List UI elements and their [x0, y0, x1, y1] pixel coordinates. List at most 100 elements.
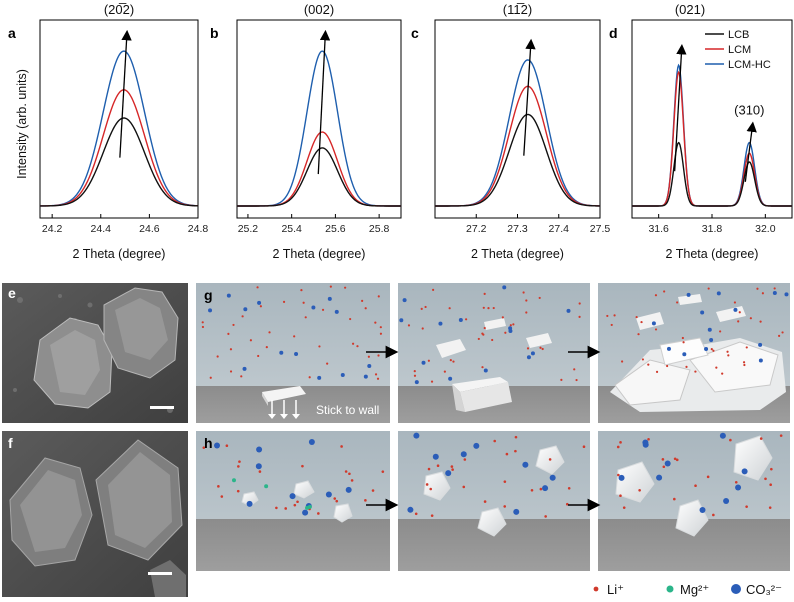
co3-ion	[526, 355, 531, 360]
y-axis-label: Intensity (arb. units)	[15, 69, 29, 179]
li-ion	[364, 307, 367, 310]
li-ion	[481, 366, 484, 369]
co3-ion	[308, 438, 315, 445]
li-ion	[296, 500, 299, 504]
li-ion	[673, 457, 677, 461]
co3-ion	[414, 380, 419, 385]
panel-label-a: a	[8, 25, 16, 41]
li-ion	[539, 346, 542, 349]
co3-ion	[735, 484, 742, 491]
li-ion	[256, 286, 259, 289]
legend-label: LCM-HC	[728, 59, 771, 71]
co3-ion	[508, 328, 513, 333]
co3-ion	[741, 468, 748, 475]
series-line-lcb	[39, 117, 199, 207]
li-ion	[719, 330, 722, 333]
co3-ion	[664, 460, 671, 467]
li-legend-dot	[593, 586, 599, 592]
trend-arrow	[317, 29, 331, 175]
li-ion	[321, 308, 325, 311]
panel-label-c: c	[411, 25, 419, 41]
li-ion	[734, 480, 738, 484]
li-ion	[430, 514, 434, 517]
li-ion	[770, 467, 773, 471]
li-ion	[344, 286, 347, 289]
co3-ion	[719, 432, 726, 439]
li-ion	[436, 464, 440, 468]
li-ion	[715, 366, 718, 369]
li-ion	[773, 287, 776, 290]
chart-panel-a: 24.2 24.4 24.6 24.8 2 Theta (degree) (20̅2)	[39, 2, 208, 261]
li-ion	[351, 342, 355, 345]
li-ion	[318, 345, 321, 348]
x-axis-label: 2 Theta (degree)	[666, 247, 759, 261]
x-tick-label: 27.4	[549, 223, 570, 235]
li-ion	[329, 285, 332, 288]
li-ion	[712, 349, 715, 352]
plot-frame	[236, 19, 402, 219]
li-ion	[733, 301, 737, 304]
li-ion	[421, 327, 424, 330]
li-ion	[512, 323, 515, 326]
li-ion	[503, 480, 507, 483]
co3-ion	[256, 446, 263, 453]
x-tick-label: 25.8	[369, 223, 390, 235]
li-ion	[685, 365, 688, 368]
peak-label: (002)	[304, 2, 334, 17]
co3-ion	[246, 500, 253, 507]
xrd-charts: 24.2 24.4 24.6 24.8 2 Theta (degree) (20̅2) 25…	[39, 2, 793, 261]
x-tick-label: 27.3	[507, 223, 528, 235]
series-line-lcm-hc	[39, 50, 199, 207]
panel-label-e: e	[8, 285, 16, 301]
co3-ion	[243, 307, 248, 312]
co3-ion	[208, 308, 213, 313]
chart-panel-b: 25.2 25.4 25.6 25.82 Theta (degree) (002)	[236, 2, 402, 261]
co3-ion	[772, 291, 777, 296]
co3-legend-label: CO₃²⁻	[746, 582, 782, 597]
co3-ion	[699, 506, 706, 513]
li-ion	[675, 458, 679, 462]
li-ion	[237, 465, 240, 468]
x-tick-label: 24.6	[139, 223, 160, 235]
co3-ion	[413, 432, 420, 439]
li-ion	[348, 472, 351, 476]
li-ion	[333, 497, 337, 500]
x-axis-label: 2 Theta (degree)	[273, 247, 366, 261]
co3-ion	[311, 305, 316, 310]
li-ion	[526, 347, 530, 350]
chart-panel-d: 31.6 31.8 32.0 2 Theta (degree) (021) (310) LC…	[631, 2, 793, 261]
li-ion	[374, 321, 377, 324]
li-ion	[606, 314, 609, 318]
series-line-lcb	[435, 113, 601, 207]
li-ion	[443, 370, 446, 373]
co3-ion	[458, 318, 463, 323]
legend-label: LCB	[728, 29, 749, 41]
co3-ion	[473, 442, 480, 449]
li-ion	[662, 465, 666, 469]
li-ion	[661, 458, 665, 461]
li-ion	[257, 354, 260, 358]
li-ion	[477, 337, 480, 341]
co3-ion	[758, 358, 763, 363]
co3-ion	[502, 285, 507, 290]
li-ion	[349, 317, 352, 321]
schematic-g: Stick to wall	[196, 283, 790, 423]
li-ion	[293, 335, 296, 338]
trend-arrow	[119, 29, 132, 158]
li-ion	[413, 370, 416, 373]
co3-ion	[317, 375, 322, 380]
li-ion	[427, 359, 430, 362]
li-ion	[487, 307, 490, 310]
co3-ion	[438, 321, 443, 326]
li-ion	[293, 503, 297, 507]
li-ion	[364, 499, 367, 502]
li-ion	[302, 301, 305, 304]
li-ion	[610, 323, 613, 327]
li-ion	[483, 326, 486, 330]
li-ion	[619, 494, 622, 497]
x-tick-label: 25.2	[238, 223, 259, 235]
li-ion	[666, 364, 669, 368]
trend-arrow	[674, 44, 687, 172]
x-tick-label: 31.6	[648, 223, 669, 235]
li-ion	[452, 360, 455, 363]
